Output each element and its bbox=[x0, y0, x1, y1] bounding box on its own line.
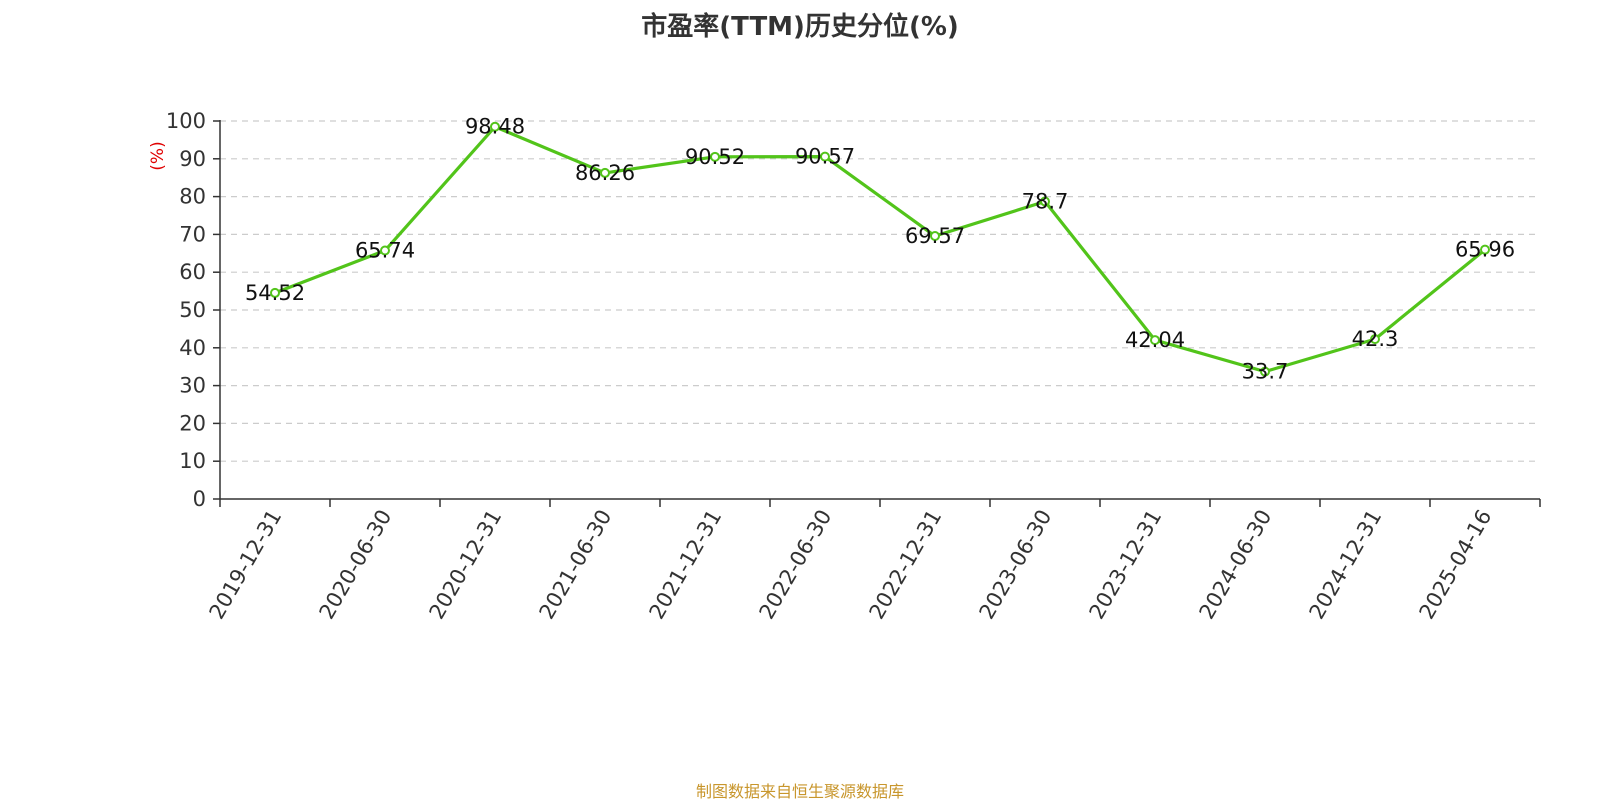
data-point bbox=[820, 151, 830, 162]
grid-lines bbox=[220, 120, 1540, 462]
data-label: 33.7 bbox=[1242, 360, 1289, 384]
series-line bbox=[274, 125, 1487, 374]
data-label: 98.48 bbox=[465, 115, 525, 139]
y-tick-label: 50 bbox=[179, 298, 206, 322]
y-tick-label: 70 bbox=[179, 222, 206, 246]
y-tick-label: 80 bbox=[179, 185, 206, 209]
x-tick-label: 2021-06-30 bbox=[535, 506, 617, 624]
x-tick-label: 2020-12-31 bbox=[425, 506, 507, 624]
y-tick-label: 60 bbox=[179, 260, 206, 284]
data-point bbox=[380, 245, 390, 256]
data-point bbox=[1040, 196, 1050, 207]
data-label: 90.52 bbox=[685, 145, 745, 169]
data-point bbox=[1370, 334, 1380, 345]
x-tick-label: 2019-12-31 bbox=[205, 506, 287, 624]
data-point bbox=[270, 287, 280, 298]
x-tick-label: 2023-12-31 bbox=[1085, 506, 1167, 624]
y-tick-label: 30 bbox=[179, 374, 206, 398]
x-tick-label: 2020-06-30 bbox=[315, 506, 397, 624]
series-line-group bbox=[270, 121, 1490, 377]
data-point bbox=[1150, 335, 1160, 346]
x-tick-label: 2025-04-16 bbox=[1415, 506, 1497, 624]
data-label: 65.96 bbox=[1455, 238, 1515, 262]
y-tick-label: 20 bbox=[179, 411, 206, 435]
data-point bbox=[490, 121, 500, 132]
data-label: 86.26 bbox=[575, 161, 635, 185]
y-tick-label: 0 bbox=[193, 487, 206, 511]
y-tick-label: 90 bbox=[179, 147, 206, 171]
y-tick-label: 10 bbox=[179, 449, 206, 473]
x-tick-label: 2022-12-31 bbox=[865, 506, 947, 624]
data-label: 42.3 bbox=[1352, 327, 1399, 351]
data-point bbox=[930, 231, 940, 242]
data-point bbox=[1260, 366, 1270, 377]
axes: 0 10 20 30 40 50 60 70 80 90 100 (%) 2019-12-31 2020-… bbox=[148, 109, 1541, 624]
y-axis-label: (%) bbox=[148, 141, 168, 170]
x-tick-label: 2024-06-30 bbox=[1195, 506, 1277, 624]
x-tick-label: 2022-06-30 bbox=[755, 506, 837, 624]
x-tick-label: 2021-12-31 bbox=[645, 506, 727, 624]
data-label: 78.7 bbox=[1022, 190, 1069, 214]
data-label: 65.74 bbox=[355, 239, 415, 263]
x-tick-label: 2023-06-30 bbox=[975, 506, 1057, 624]
data-label: 69.57 bbox=[905, 224, 965, 248]
data-label: 42.04 bbox=[1125, 328, 1185, 352]
x-tick-label: 2024-12-31 bbox=[1305, 506, 1387, 624]
chart-title: 市盈率(TTM)历史分位(%) bbox=[641, 12, 959, 42]
data-point bbox=[710, 151, 720, 162]
data-point bbox=[1480, 244, 1490, 255]
data-label: 54.52 bbox=[245, 281, 305, 305]
data-labels: 54.52 65.74 98.48 86.26 90.52 90.57 69.57 78.7 4… bbox=[245, 115, 1515, 384]
data-label: 90.57 bbox=[795, 145, 855, 169]
source-note: 制图数据来自恒生聚源数据库 bbox=[695, 782, 904, 801]
y-tick-label: 40 bbox=[179, 336, 206, 360]
y-tick-label: 100 bbox=[166, 109, 206, 133]
data-point bbox=[600, 167, 610, 178]
